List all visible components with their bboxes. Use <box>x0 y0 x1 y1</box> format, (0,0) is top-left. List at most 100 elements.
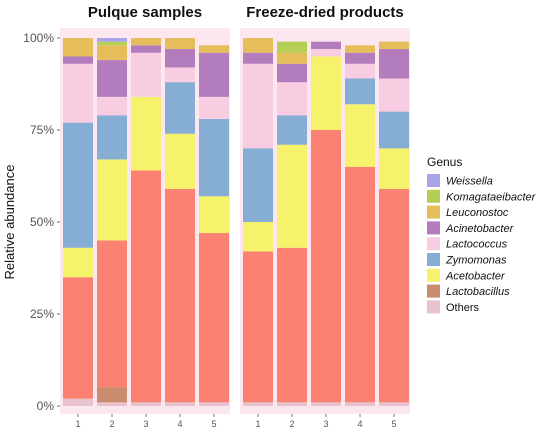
bar-segment <box>243 52 273 64</box>
bar-segment <box>131 170 161 403</box>
x-tick-label: 2 <box>109 419 114 429</box>
bar-segment <box>199 96 229 119</box>
x-tick-label: 1 <box>75 419 80 429</box>
bar-segment <box>345 63 375 79</box>
legend-item: Leuconostoc <box>427 205 509 219</box>
x-tick-label: 4 <box>177 419 182 429</box>
bar-segment <box>199 45 229 53</box>
bar-segment <box>97 402 127 406</box>
bar-segment <box>63 56 93 64</box>
bar-segment <box>165 133 195 189</box>
legend-item: Weissella <box>427 174 493 188</box>
bar-segment <box>277 41 307 53</box>
bar-segment <box>97 240 127 388</box>
legend-label: Lactococcus <box>446 239 508 251</box>
bar-segment <box>63 38 93 57</box>
legend-label: Others <box>446 302 480 314</box>
bar-segment <box>243 222 273 252</box>
legend-item: Lactobacillus <box>427 284 510 298</box>
legend-swatch <box>427 221 440 235</box>
bar-segment <box>199 402 229 406</box>
y-tick-label: 100% <box>23 31 54 45</box>
x-tick-label: 2 <box>289 419 294 429</box>
bar-segment <box>345 166 375 403</box>
bar-segment <box>131 96 161 171</box>
bar-segment <box>165 67 195 83</box>
legend-swatch <box>427 284 440 298</box>
bar-segment <box>97 60 127 97</box>
legend-label: Lactobacillus <box>446 286 510 298</box>
bar-segment <box>63 277 93 399</box>
bar-segment <box>165 402 195 406</box>
bar-segment <box>345 52 375 64</box>
bar-column <box>379 41 409 406</box>
panel-title: Freeze-dried products <box>246 4 404 21</box>
bar-column <box>97 38 127 406</box>
x-tick-label: 1 <box>255 419 260 429</box>
bar-segment <box>131 52 161 97</box>
bar-segment <box>63 247 93 278</box>
legend: Genus Weissella Komagataeibacter Leuconost… <box>427 155 537 314</box>
bar-segment <box>165 82 195 134</box>
bar-segment <box>311 56 341 130</box>
panel-title: Pulque samples <box>88 4 202 21</box>
bar-segment <box>277 82 307 116</box>
legend-item: Acinetobacter <box>427 221 515 235</box>
bar-segment <box>63 122 93 248</box>
bar-segment <box>345 45 375 53</box>
bar-segment <box>311 41 341 50</box>
x-tick-label: 4 <box>357 419 362 429</box>
legend-swatch <box>427 174 440 187</box>
legend-label: Komagataeibacter <box>446 191 537 203</box>
bar-segment <box>243 38 273 53</box>
bar-column <box>199 45 229 406</box>
bar-segment <box>97 41 127 46</box>
legend-swatch <box>427 268 440 282</box>
bar-segment <box>131 45 161 53</box>
bar-segment <box>243 402 273 406</box>
bar-segment <box>243 63 273 149</box>
bar-segment <box>97 96 127 116</box>
bar-segment <box>199 233 229 403</box>
panel-titles: Pulque samples Freeze-dried products <box>88 4 404 21</box>
legend-label: Leuconostoc <box>446 207 509 219</box>
y-axis-title: Relative abundance <box>2 165 17 280</box>
bar-segment <box>277 144 307 248</box>
bar-column <box>243 38 273 406</box>
bar-segment <box>97 159 127 241</box>
bar-segment <box>345 402 375 406</box>
bar-segment <box>131 38 161 46</box>
legend-label: Weissella <box>446 176 493 188</box>
bar-segment <box>345 78 375 105</box>
bar-segment <box>63 63 93 123</box>
bar-segment <box>199 196 229 234</box>
bar-segment <box>379 78 409 112</box>
bar-segment <box>199 52 229 97</box>
y-tick-label: 25% <box>30 307 54 321</box>
bar-segment <box>97 115 127 160</box>
legend-item: Komagataeibacter <box>427 189 537 203</box>
bar-segment <box>97 38 127 42</box>
legend-title: Genus <box>427 155 462 169</box>
bar-segment <box>311 130 341 403</box>
y-axis: 0% 25% 50% 75% 100% <box>23 31 60 413</box>
bar-column <box>131 38 161 406</box>
legend-item: Acetobacter <box>427 268 506 282</box>
bar-column <box>165 38 195 406</box>
bar-column <box>277 41 307 406</box>
bar-segment <box>379 49 409 79</box>
x-tick-label: 3 <box>143 419 148 429</box>
legend-label: Acetobacter <box>445 270 506 282</box>
legend-swatch <box>427 237 440 251</box>
bar-segment <box>311 49 341 57</box>
bar-segment <box>243 251 273 403</box>
bar-segment <box>277 63 307 83</box>
y-tick-label: 75% <box>30 123 54 137</box>
bar-segment <box>379 188 409 403</box>
bar-segment <box>277 247 307 403</box>
bar-column <box>63 38 93 406</box>
bar-segment <box>277 52 307 64</box>
bar-segment <box>379 41 409 50</box>
bar-segment <box>277 402 307 406</box>
